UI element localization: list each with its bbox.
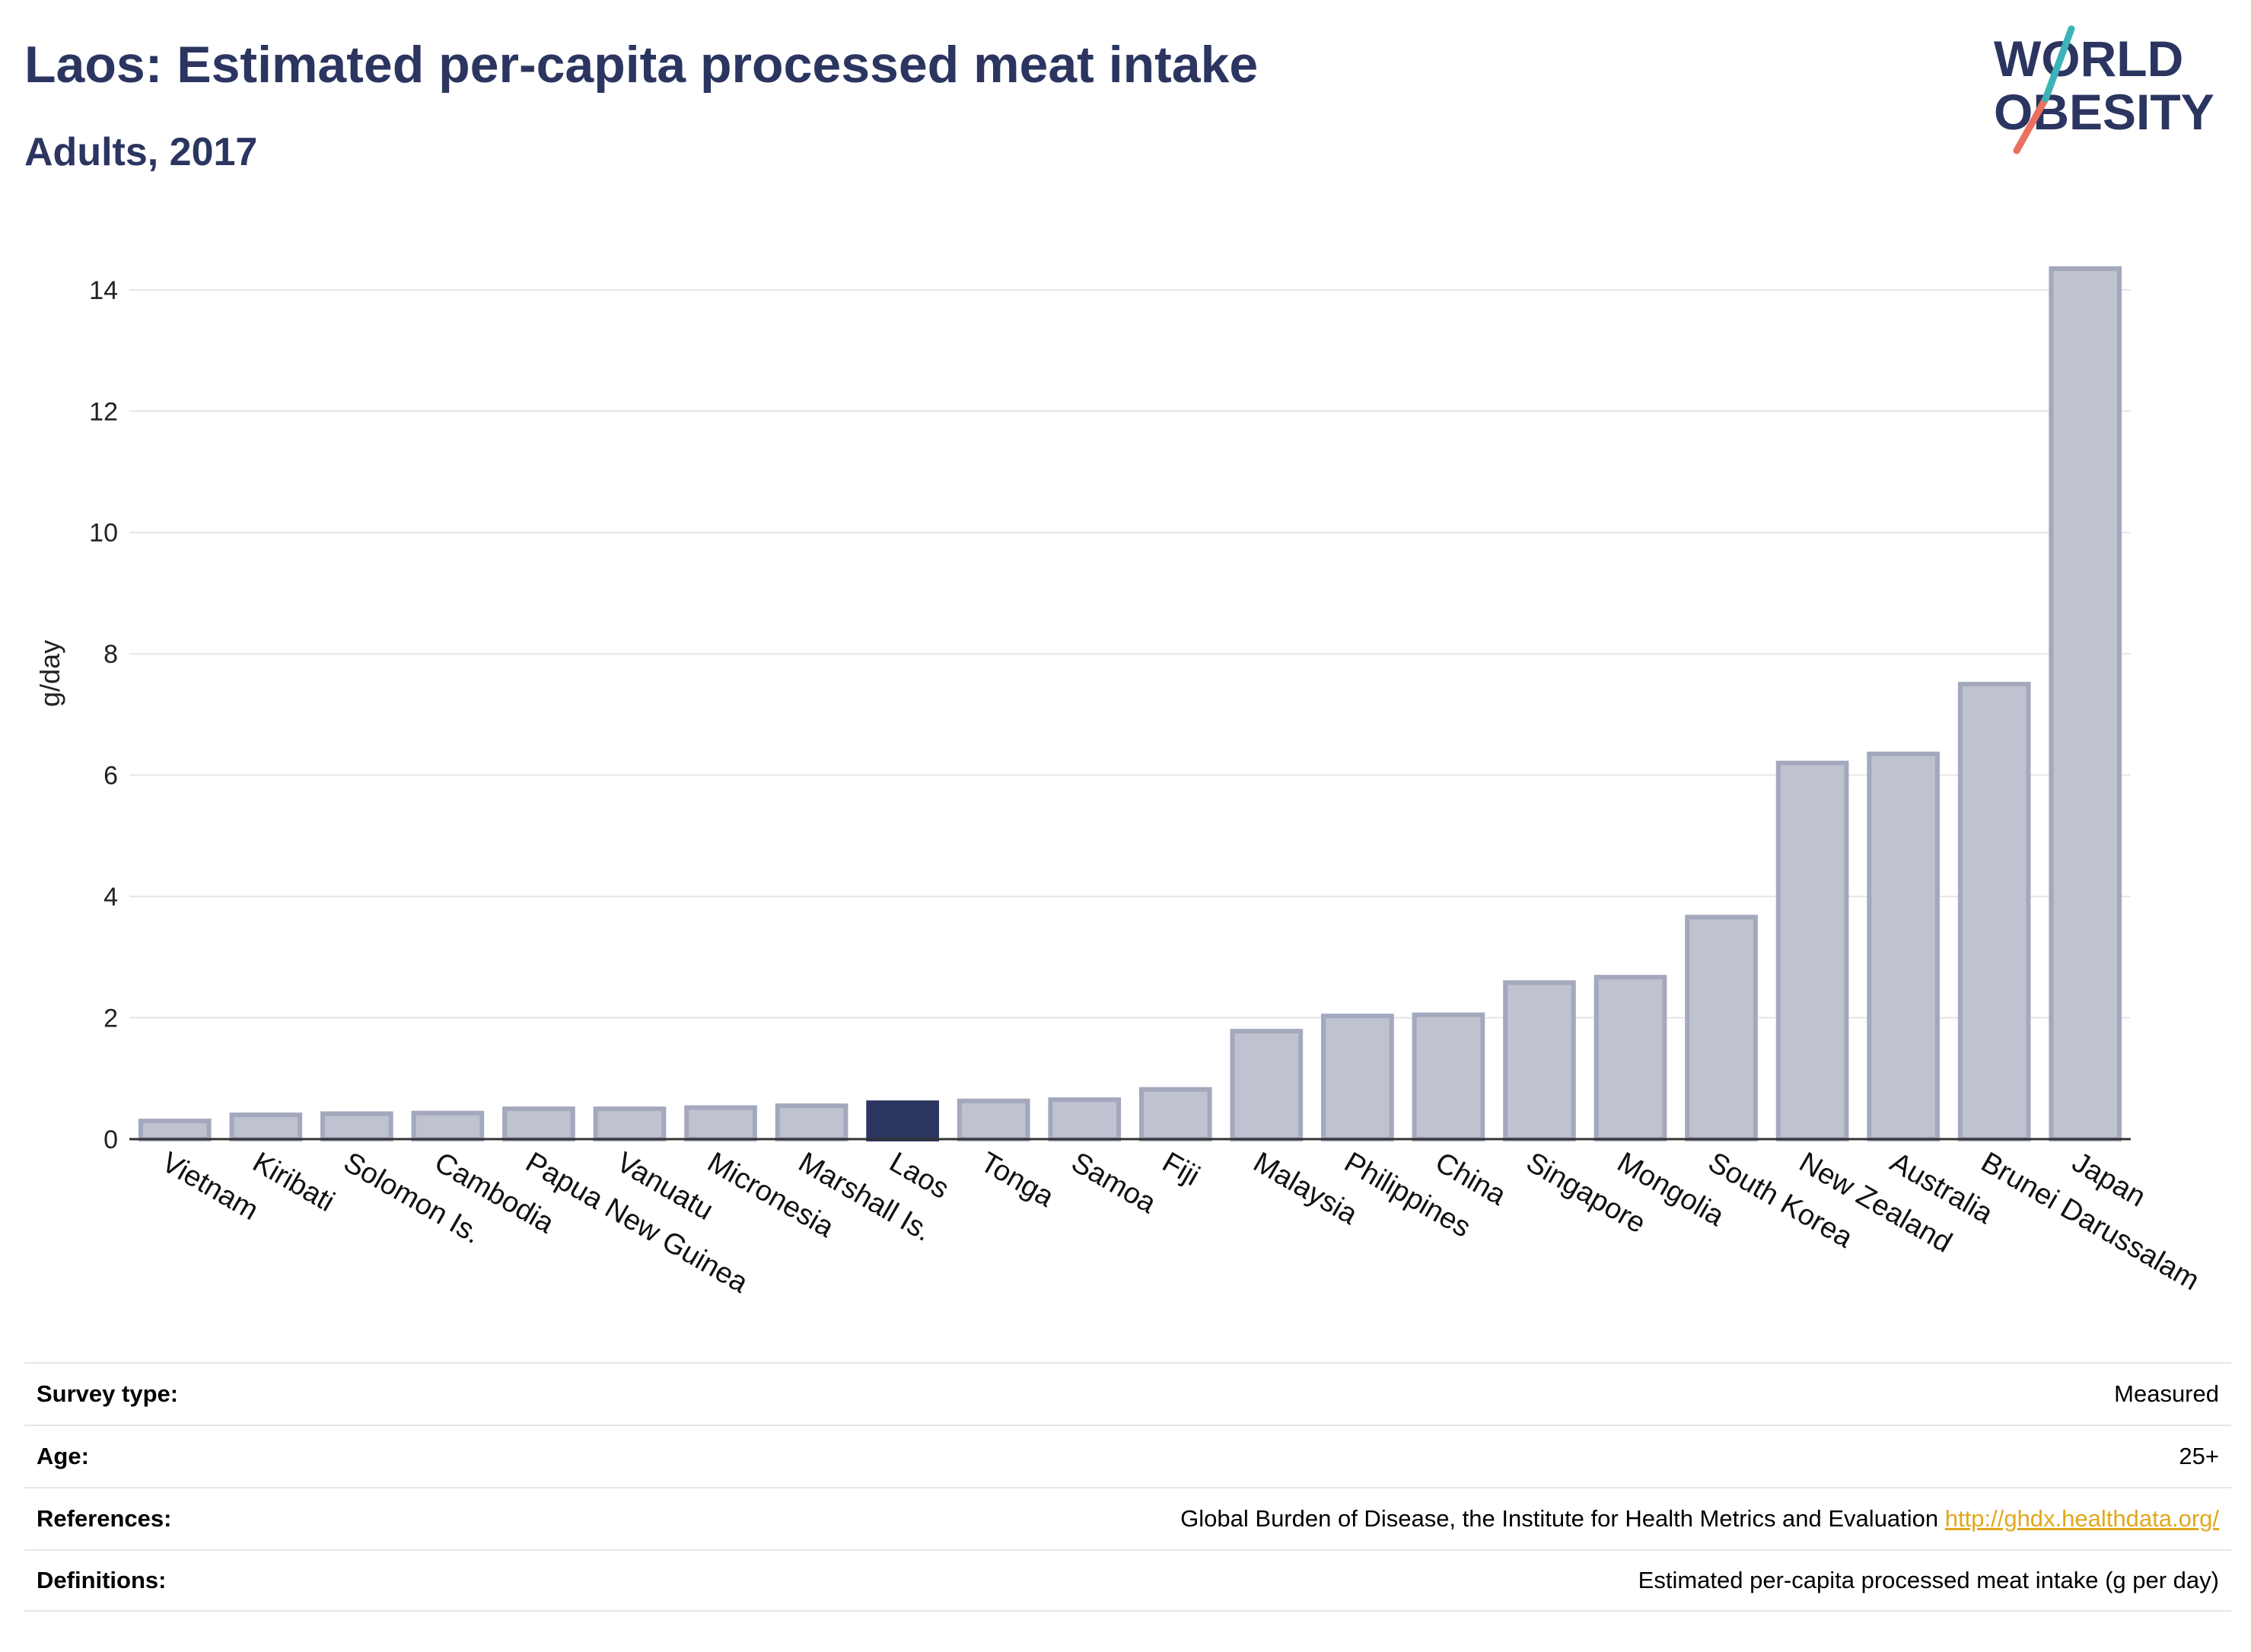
- bar-micronesia[interactable]: [684, 1105, 757, 1142]
- bar-philippines[interactable]: [1321, 1014, 1394, 1141]
- bar-vietnam[interactable]: [138, 1119, 212, 1141]
- x-tick-label: Fiji: [1157, 1146, 1205, 1192]
- bar-marshall-is[interactable]: [775, 1103, 849, 1141]
- bar-solomon-is[interactable]: [320, 1111, 393, 1141]
- y-tick-label: 4: [103, 883, 118, 912]
- logo-slash-coral: [2013, 95, 2049, 154]
- bar-australia[interactable]: [1867, 751, 1940, 1142]
- info-value: Measured: [2114, 1380, 2219, 1407]
- info-table: Survey type: Measured Age: 25+ Reference…: [24, 1362, 2231, 1612]
- info-label: References:: [37, 1505, 172, 1532]
- bar-mongolia[interactable]: [1594, 975, 1667, 1141]
- info-row-survey-type: Survey type: Measured: [24, 1362, 2231, 1424]
- bar-japan[interactable]: [2049, 266, 2122, 1141]
- bar-vanuatu[interactable]: [593, 1106, 667, 1141]
- bar-china[interactable]: [1412, 1012, 1485, 1141]
- logo-word-world: WORLD: [1994, 30, 2183, 87]
- bar-new-zealand[interactable]: [1775, 760, 1849, 1141]
- bar-cambodia[interactable]: [411, 1110, 485, 1141]
- bar-samoa[interactable]: [1048, 1097, 1122, 1142]
- y-tick-label: 0: [103, 1125, 118, 1154]
- y-axis-label: g/day: [34, 640, 65, 707]
- info-value: Estimated per-capita processed meat inta…: [1638, 1567, 2219, 1593]
- info-row-definitions: Definitions: Estimated per-capita proces…: [24, 1549, 2231, 1612]
- chart-bars: [138, 266, 2122, 1142]
- x-tick-label: Malaysia: [1248, 1146, 1364, 1231]
- bar-fiji[interactable]: [1138, 1087, 1212, 1141]
- y-tick-label: 2: [103, 1004, 118, 1033]
- bar-papua-new-guinea[interactable]: [502, 1106, 575, 1141]
- info-label: Survey type:: [37, 1380, 179, 1407]
- info-row-references: References: Global Burden of Disease, th…: [24, 1487, 2231, 1549]
- info-label: Age:: [37, 1443, 89, 1469]
- bar-laos[interactable]: [866, 1100, 939, 1142]
- y-axis-ticks: 0 2 4 6 8 10 12 14: [89, 276, 118, 1154]
- references-link[interactable]: http://ghdx.healthdata.org/: [1944, 1505, 2219, 1532]
- y-tick-label: 6: [103, 762, 118, 791]
- bar-south-korea[interactable]: [1685, 915, 1758, 1142]
- x-tick-label: New Zealand: [1794, 1146, 1957, 1259]
- logo-slash-teal: [2042, 25, 2075, 103]
- y-tick-label: 12: [89, 397, 118, 426]
- world-obesity-logo[interactable]: WORLD OBESITY: [1979, 23, 2245, 160]
- bar-chart: 0 2 4 6 8 10 12 14 g/day VietnamKiribatiSolomon…: [34, 266, 2205, 1300]
- info-row-age: Age: 25+: [24, 1424, 2231, 1487]
- y-tick-label: 10: [89, 519, 118, 548]
- x-tick-label: Tonga: [975, 1146, 1059, 1214]
- info-label: Definitions:: [37, 1567, 167, 1593]
- bar-brunei-darussalam[interactable]: [1957, 682, 2031, 1141]
- x-tick-label: Kiribati: [247, 1146, 340, 1218]
- page-title: Laos: Estimated per-capita processed mea…: [24, 36, 1259, 94]
- y-tick-label: 14: [89, 276, 118, 305]
- references-text: Global Burden of Disease, the Institute …: [1180, 1505, 1939, 1532]
- info-value: Global Burden of Disease, the Institute …: [1180, 1505, 2219, 1533]
- x-tick-label: Samoa: [1066, 1146, 1162, 1220]
- bar-tonga[interactable]: [957, 1098, 1030, 1141]
- bar-kiribati[interactable]: [229, 1112, 303, 1142]
- bar-singapore[interactable]: [1503, 980, 1576, 1142]
- info-value: 25+: [2179, 1443, 2219, 1469]
- x-tick-label: Vietnam: [156, 1146, 263, 1227]
- page-subtitle: Adults, 2017: [24, 130, 258, 174]
- y-tick-label: 8: [103, 640, 118, 669]
- bar-malaysia[interactable]: [1230, 1029, 1304, 1141]
